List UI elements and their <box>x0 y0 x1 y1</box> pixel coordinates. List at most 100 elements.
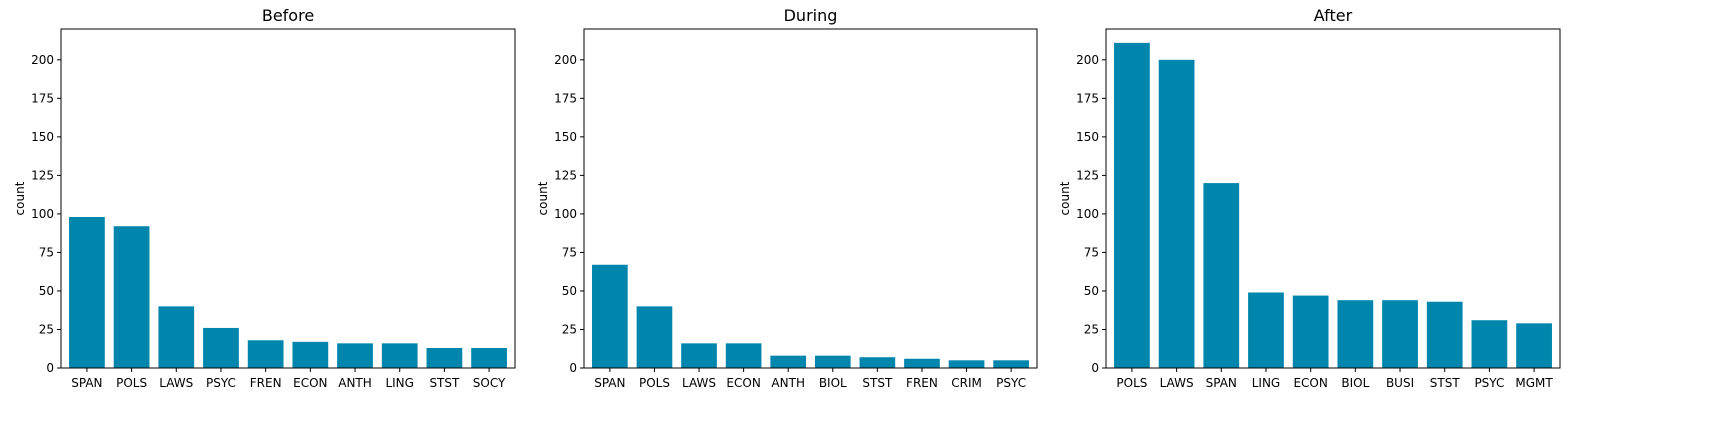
y-tick-label: 150 <box>554 130 577 144</box>
x-tick-label: LAWS <box>159 376 193 390</box>
x-tick-label: FREN <box>250 376 282 390</box>
bar-pols <box>113 226 150 368</box>
bar-pols <box>636 306 673 368</box>
y-tick-label: 50 <box>562 284 577 298</box>
y-tick-label: 75 <box>39 245 54 259</box>
chart-panel-before: SPAN POLS LAWS PSYC FREN ECON ANTH LING STST SOCY… <box>13 6 516 390</box>
bar-laws <box>1158 59 1195 369</box>
x-tick-label: PSYC <box>1474 376 1504 390</box>
bar-econ <box>1292 295 1329 368</box>
bar-ling <box>381 343 418 368</box>
x-tick-label: FREN <box>906 376 938 390</box>
bar-psyc <box>1471 320 1508 368</box>
bar-psyc <box>993 360 1029 368</box>
y-tick-label: 125 <box>554 168 577 182</box>
bar-socy <box>471 347 507 368</box>
bar-biol <box>1337 300 1374 368</box>
y-tick-label: 100 <box>554 207 577 221</box>
y-tick-label: 175 <box>31 91 54 105</box>
bar-span <box>69 216 105 368</box>
bar-econ <box>292 341 329 368</box>
x-tick-label: SPAN <box>71 376 102 390</box>
x-tick-label: ANTH <box>771 376 805 390</box>
y-axis-label: count <box>1058 181 1072 215</box>
y-axis-label: count <box>536 181 550 215</box>
x-tick-label: ECON <box>293 376 327 390</box>
x-tick-label: BIOL <box>819 376 847 390</box>
y-tick-label: 0 <box>1091 361 1099 375</box>
plot-frame <box>583 28 1038 369</box>
y-tick-label: 25 <box>1084 322 1099 336</box>
bar-anth <box>770 355 807 368</box>
x-tick-label: LING <box>1252 376 1281 390</box>
y-tick-label: 0 <box>569 361 577 375</box>
bar-mgmt <box>1516 323 1552 368</box>
x-tick-label: MGMT <box>1515 376 1553 390</box>
x-tick-label: ANTH <box>338 376 372 390</box>
plot-frame <box>60 28 516 369</box>
x-tick-label: LAWS <box>682 376 716 390</box>
chart-title: Before <box>262 6 314 25</box>
x-tick-label: SOCY <box>473 376 506 390</box>
chart-title: After <box>1314 6 1353 25</box>
x-tick-label: ECON <box>1293 376 1327 390</box>
y-tick-label: 150 <box>31 130 54 144</box>
bar-span <box>592 264 628 368</box>
y-tick-label: 200 <box>31 53 54 67</box>
x-tick-label: STST <box>429 376 460 390</box>
x-tick-label: LAWS <box>1160 376 1194 390</box>
x-tick-label: CRIM <box>951 376 982 390</box>
chart-panel-after: POLS LAWS SPAN LING ECON BIOL BUSI STST PSYC MGMT… <box>1058 6 1561 390</box>
bar-biol <box>814 355 851 368</box>
y-tick-label: 175 <box>1076 91 1099 105</box>
bar-pols <box>1114 42 1150 368</box>
x-tick-label: POLS <box>1116 376 1147 390</box>
bar-fren <box>904 358 940 368</box>
x-tick-label: SPAN <box>594 376 625 390</box>
bar-stst <box>426 347 463 368</box>
x-tick-label: SPAN <box>1206 376 1237 390</box>
x-tick-label: STST <box>1430 376 1461 390</box>
y-tick-label: 200 <box>554 53 577 67</box>
y-tick-label: 125 <box>31 168 54 182</box>
bar-span <box>1203 183 1240 368</box>
x-tick-label: LING <box>385 376 414 390</box>
y-tick-label: 75 <box>562 245 577 259</box>
x-tick-label: STST <box>862 376 893 390</box>
bar-stst <box>859 357 896 368</box>
bar-econ <box>725 343 762 368</box>
bar-anth <box>337 343 373 368</box>
y-tick-label: 100 <box>31 207 54 221</box>
bar-psyc <box>203 327 239 368</box>
bar-stst <box>1426 301 1463 368</box>
y-tick-label: 50 <box>39 284 54 298</box>
y-tick-label: 75 <box>1084 245 1099 259</box>
x-tick-label: POLS <box>639 376 670 390</box>
y-tick-label: 50 <box>1084 284 1099 298</box>
y-tick-label: 200 <box>1076 53 1099 67</box>
bar-fren <box>247 340 284 368</box>
x-tick-label: PSYC <box>996 376 1026 390</box>
x-tick-label: ECON <box>726 376 760 390</box>
y-tick-label: 25 <box>39 322 54 336</box>
bar-ling <box>1248 292 1284 368</box>
chart-title: During <box>784 6 838 25</box>
bar-busi <box>1382 300 1418 368</box>
y-tick-label: 175 <box>554 91 577 105</box>
x-tick-label: PSYC <box>206 376 236 390</box>
y-tick-label: 150 <box>1076 130 1099 144</box>
y-tick-label: 25 <box>562 322 577 336</box>
y-axis-label: count <box>13 181 27 215</box>
y-tick-label: 100 <box>1076 207 1099 221</box>
bar-laws <box>681 343 717 368</box>
bar-crim <box>948 360 985 368</box>
plot-frame <box>1105 28 1561 369</box>
x-tick-label: BUSI <box>1386 376 1414 390</box>
bar-laws <box>158 306 195 368</box>
x-tick-label: BIOL <box>1341 376 1369 390</box>
y-tick-label: 125 <box>1076 168 1099 182</box>
chart-panel-during: SPAN POLS LAWS ECON ANTH BIOL STST FREN CRIM PSYC… <box>536 6 1038 390</box>
x-tick-label: POLS <box>116 376 147 390</box>
y-tick-label: 0 <box>46 361 54 375</box>
